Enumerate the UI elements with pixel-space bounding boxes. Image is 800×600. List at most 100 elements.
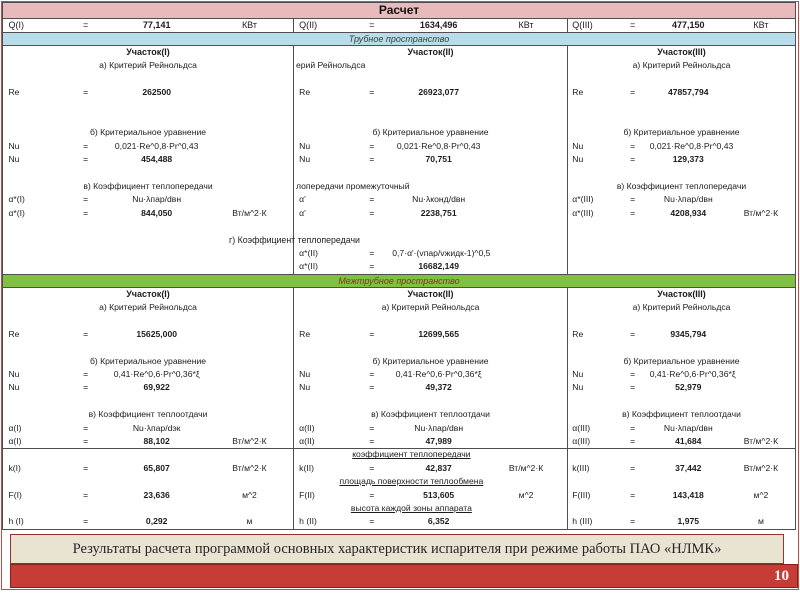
equals-sign: = <box>83 194 89 205</box>
row-value: 26923,077 <box>418 87 459 98</box>
section-label: б) Критериальное уравнение <box>623 127 740 138</box>
area-header: Участок(III) <box>657 47 706 57</box>
row-unit <box>206 422 293 435</box>
data-row: Nu = 52,979 <box>568 381 795 394</box>
row-value: 143,418 <box>672 489 704 500</box>
row-label: Nu <box>572 368 584 379</box>
area-header: Участок(II) <box>407 288 454 299</box>
equals-sign: = <box>83 382 89 393</box>
row-unit: Вт/м^2·К <box>232 462 267 473</box>
data-row: Nu = 0,41·Re^0,6·Pr^0,36*ξ <box>294 368 567 381</box>
blank-row <box>3 220 293 233</box>
row-label: α(II) <box>299 435 315 446</box>
data-row: Nu = 69,922 <box>3 381 293 394</box>
equals-sign: = <box>83 422 89 433</box>
equals-sign: = <box>369 207 375 218</box>
row-value: 47,989 <box>425 435 452 446</box>
table-column: Участок(II) а) Критерий Рейнольдса Re = 1269… <box>293 287 567 529</box>
table-column: Участок(I) а) Критерий Рейнольдса Re = 15625… <box>3 288 293 529</box>
row-label: α*(III) <box>572 194 594 205</box>
section-label: в) Коэффициент теплоотдачи <box>88 409 208 420</box>
calc-table: Расчет Q(I) = 77,141 КВт Q(II) = 1634,49… <box>2 2 796 530</box>
footer-bar: 10 <box>10 564 798 588</box>
row-value: 0,41·Re^0,6·Pr^0,36*ξ <box>395 368 482 379</box>
equals-sign: = <box>369 435 375 446</box>
blank-row <box>294 167 567 180</box>
data-row: Re = 12699,565 <box>294 328 567 341</box>
blank-row <box>294 100 567 113</box>
row-unit <box>485 193 567 206</box>
row-label: Re <box>572 87 584 98</box>
row-label: α(III) <box>572 422 591 433</box>
row-label: k(III) <box>572 462 590 473</box>
equals-sign: = <box>83 435 89 446</box>
row-unit <box>485 153 567 166</box>
row-label: Nu <box>8 382 20 393</box>
horizontal-divider <box>3 448 795 450</box>
row-value: 2238,751 <box>420 207 457 218</box>
area-header: Участок(I) <box>126 47 170 57</box>
equals-sign: = <box>83 87 89 98</box>
q-cell: Q(I) = 77,141 КВт <box>3 19 293 32</box>
row-value: 88,102 <box>143 435 170 446</box>
row-unit: м^2 <box>753 489 769 500</box>
data-row: k(II) = 42,837 Вт/м^2·К <box>294 462 567 475</box>
row-unit: м^2 <box>518 489 534 500</box>
section-label: в) Коэффициент теплопередачи <box>83 180 213 191</box>
row-unit <box>485 381 567 394</box>
row-label: α*(II) <box>299 247 318 258</box>
equals-sign: = <box>630 20 636 30</box>
tube-section: Участок(I) а) Критерий Рейнольдса Re = 26250… <box>3 46 795 274</box>
blank-row <box>3 502 293 515</box>
equals-sign: = <box>369 516 375 527</box>
equals-sign: = <box>369 154 375 165</box>
row-value: Nu·λпар/dвн <box>414 422 464 433</box>
row-label: α*(I) <box>8 207 25 218</box>
row-unit <box>727 381 795 394</box>
data-row: Nu = 70,751 <box>294 153 567 166</box>
row-label: Q(II) <box>299 20 318 30</box>
equals-sign: = <box>369 368 375 379</box>
blank-row <box>568 167 795 180</box>
row-label: F(III) <box>572 489 591 500</box>
row-unit <box>727 422 795 435</box>
row-value: 262500 <box>142 87 172 98</box>
row-unit: Вт/м^2·К <box>232 207 267 218</box>
row-unit <box>485 368 567 381</box>
area-header: Участок(III) <box>657 288 706 299</box>
shell-space-banner: Межтрубное пространство <box>3 273 795 288</box>
tube-space-banner: Трубное пространство <box>3 33 795 46</box>
equals-sign: = <box>630 516 636 527</box>
data-row: Re = 9345,794 <box>568 328 795 341</box>
table-title: Расчет <box>3 3 795 19</box>
blank-row <box>294 341 567 354</box>
row-value: 37,442 <box>675 462 702 473</box>
data-row: Nu = 129,373 <box>568 153 795 166</box>
row-value: 0,021·Re^0,8·Pr^0,43 <box>649 140 734 151</box>
data-row: F(II) = 513,605 м^2 <box>294 489 567 502</box>
row-value: 65,807 <box>143 462 170 473</box>
row-unit: КВт <box>753 20 769 30</box>
equals-sign: = <box>369 140 375 151</box>
equals-sign: = <box>83 516 89 527</box>
row-value: 0,021·Re^0,8·Pr^0,43 <box>114 140 199 151</box>
data-row: α' = Nu·λконд/dвн <box>294 193 567 206</box>
row-value: 52,979 <box>675 382 702 393</box>
equals-sign: = <box>83 20 89 30</box>
row-value: 454,488 <box>141 154 173 165</box>
equals-sign: = <box>369 261 375 272</box>
data-row: Nu = 49,372 <box>294 381 567 394</box>
shell-columns: Участок(I) а) Критерий Рейнольдса Re = 15625… <box>3 287 795 529</box>
row-value: Nu·λконд/dвн <box>412 194 466 205</box>
row-value: 23,636 <box>143 489 170 500</box>
tube-columns: Участок(I) а) Критерий Рейнольдса Re = 26250… <box>3 46 795 274</box>
blank-row <box>568 220 795 233</box>
data-row: α*(I) = Nu·λпар/dвн <box>3 193 293 206</box>
section-label: а) Критерий Рейнольдса <box>99 302 197 313</box>
section-label: б) Критериальное уравнение <box>372 127 489 138</box>
data-row: Nu = 0,41·Re^0,6·Pr^0,36*ξ <box>3 368 293 381</box>
row-value: 15625,000 <box>136 328 177 339</box>
row-value: Nu·λпар/dвн <box>663 194 713 205</box>
equals-sign: = <box>369 194 375 205</box>
